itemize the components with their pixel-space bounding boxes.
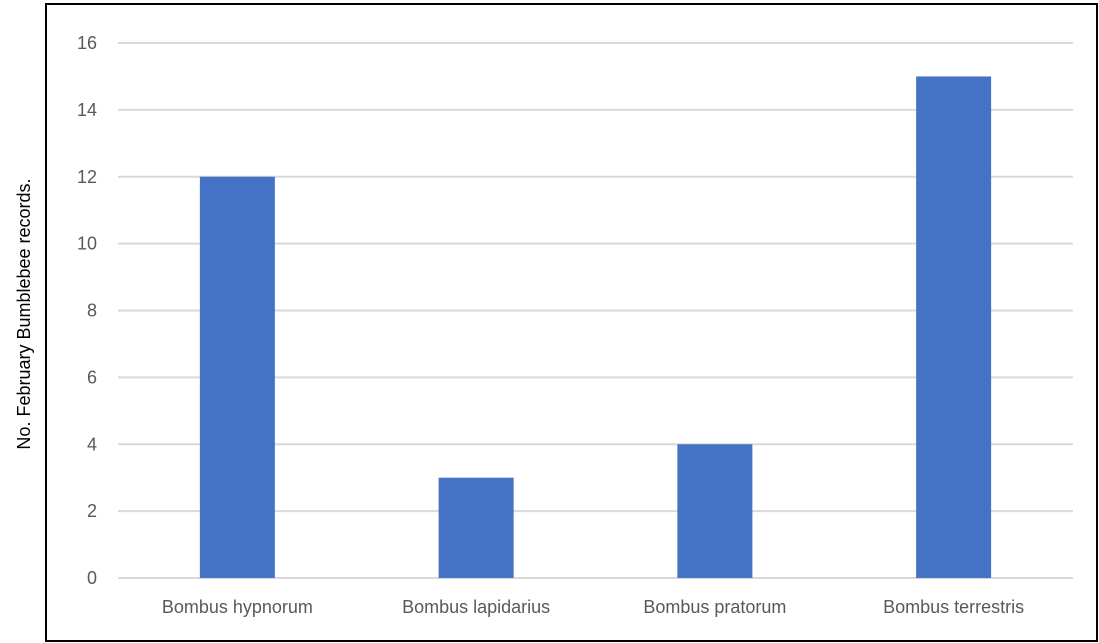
bar-bombus-terrestris bbox=[916, 76, 992, 578]
y-tick-label: 14 bbox=[77, 100, 97, 120]
y-tick-label: 12 bbox=[77, 167, 97, 187]
x-tick-label: Bombus lapidarius bbox=[402, 597, 550, 617]
y-axis-tick-labels: 0 2 4 6 8 10 12 14 16 bbox=[77, 33, 97, 588]
bar-bombus-pratorum bbox=[677, 444, 753, 578]
x-tick-label: Bombus terrestris bbox=[883, 597, 1024, 617]
y-tick-label: 2 bbox=[87, 501, 97, 521]
y-tick-label: 8 bbox=[87, 301, 97, 321]
y-axis-title: No. February Bumblebee records. bbox=[14, 178, 34, 449]
bar-bombus-lapidarius bbox=[438, 477, 514, 578]
y-tick-label: 0 bbox=[87, 568, 97, 588]
bar-bombus-hypnorum bbox=[199, 176, 275, 578]
y-tick-label: 10 bbox=[77, 234, 97, 254]
x-axis-tick-labels: Bombus hypnorum Bombus lapidarius Bombus p… bbox=[162, 597, 1024, 617]
gridlines bbox=[118, 42, 1073, 579]
y-tick-label: 4 bbox=[87, 434, 97, 454]
bars bbox=[199, 76, 992, 578]
x-tick-label: Bombus hypnorum bbox=[162, 597, 313, 617]
y-tick-label: 6 bbox=[87, 367, 97, 387]
y-tick-label: 16 bbox=[77, 33, 97, 53]
x-tick-label: Bombus pratorum bbox=[643, 597, 786, 617]
